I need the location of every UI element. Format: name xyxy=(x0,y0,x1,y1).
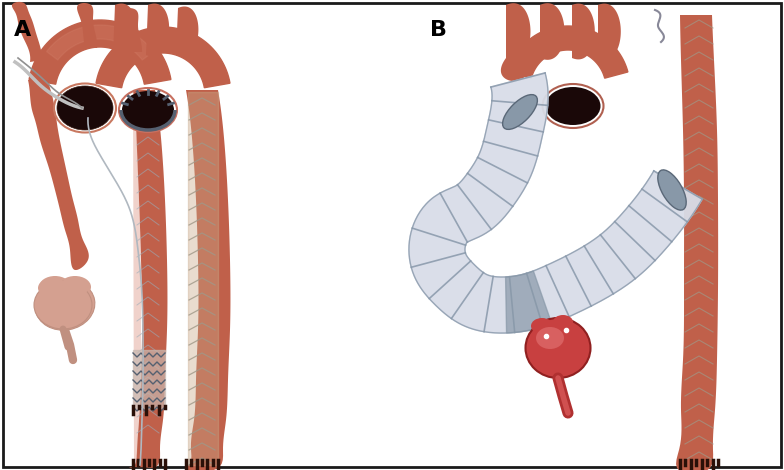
Ellipse shape xyxy=(34,281,92,329)
Ellipse shape xyxy=(546,87,601,125)
Polygon shape xyxy=(501,58,527,81)
Ellipse shape xyxy=(503,94,537,129)
Ellipse shape xyxy=(35,280,95,330)
Ellipse shape xyxy=(658,170,686,210)
Polygon shape xyxy=(676,15,718,470)
Ellipse shape xyxy=(57,86,113,130)
Ellipse shape xyxy=(536,327,564,349)
Polygon shape xyxy=(598,4,621,59)
Polygon shape xyxy=(133,90,141,465)
Ellipse shape xyxy=(39,276,71,298)
Polygon shape xyxy=(146,4,169,56)
Polygon shape xyxy=(133,350,165,408)
Polygon shape xyxy=(77,3,97,48)
Ellipse shape xyxy=(525,318,590,378)
Polygon shape xyxy=(185,90,230,470)
Text: A: A xyxy=(14,20,31,40)
Ellipse shape xyxy=(122,91,174,129)
Polygon shape xyxy=(506,3,531,60)
Polygon shape xyxy=(113,4,136,56)
Polygon shape xyxy=(46,25,154,60)
Polygon shape xyxy=(129,90,168,468)
Polygon shape xyxy=(508,26,628,78)
Polygon shape xyxy=(506,271,552,333)
Polygon shape xyxy=(96,27,230,88)
Polygon shape xyxy=(29,20,171,84)
Polygon shape xyxy=(176,7,198,56)
Polygon shape xyxy=(409,73,702,333)
Ellipse shape xyxy=(553,315,573,329)
Ellipse shape xyxy=(38,278,68,298)
Polygon shape xyxy=(12,2,42,62)
Polygon shape xyxy=(122,8,142,52)
Ellipse shape xyxy=(59,276,91,298)
Ellipse shape xyxy=(58,278,88,298)
Polygon shape xyxy=(540,3,564,60)
Polygon shape xyxy=(188,92,218,465)
Polygon shape xyxy=(28,80,89,270)
Ellipse shape xyxy=(531,318,553,334)
Polygon shape xyxy=(572,4,595,59)
Text: B: B xyxy=(430,20,447,40)
